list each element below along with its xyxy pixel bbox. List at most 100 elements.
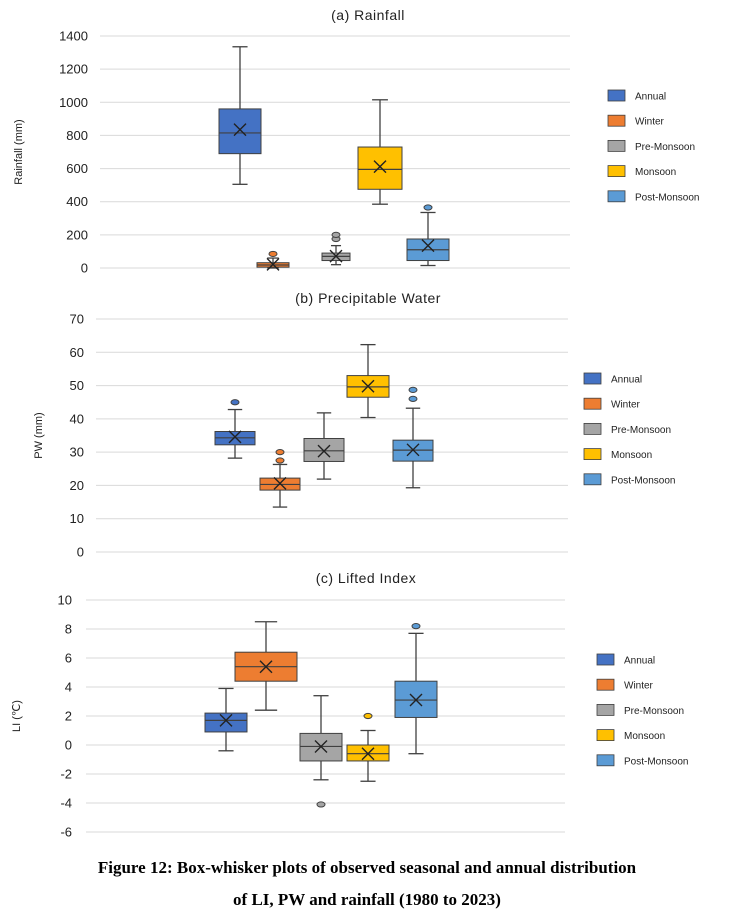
box-iqr bbox=[299, 732, 343, 762]
y-tick-label: -6 bbox=[60, 825, 72, 840]
box-annual bbox=[214, 399, 256, 459]
box-iqr bbox=[204, 712, 248, 733]
outlier-point bbox=[423, 204, 433, 211]
outlier-point bbox=[316, 801, 326, 808]
mean-marker bbox=[421, 239, 435, 253]
y-tick-label: 0 bbox=[65, 738, 72, 753]
y-axis-label: PW (mm) bbox=[33, 412, 45, 458]
mean-marker bbox=[228, 430, 242, 444]
y-tick-label: 4 bbox=[65, 680, 72, 695]
y-tick-label: 800 bbox=[66, 128, 88, 143]
mean-marker bbox=[273, 476, 287, 490]
y-tick-label: 1400 bbox=[59, 29, 88, 44]
box-pre-monsoon bbox=[299, 695, 343, 808]
y-tick-label: 40 bbox=[70, 411, 84, 426]
y-tick-label: 30 bbox=[70, 445, 84, 460]
y-tick-label: 0 bbox=[81, 261, 88, 276]
mean-marker bbox=[329, 249, 343, 263]
mean-marker bbox=[259, 660, 273, 674]
y-tick-label: -4 bbox=[60, 796, 72, 811]
legend-label: Winter bbox=[635, 117, 665, 128]
mean-marker bbox=[266, 257, 280, 271]
legend-label: Post-Monsoon bbox=[624, 756, 688, 767]
y-tick-label: 600 bbox=[66, 161, 88, 176]
legend-label: Winter bbox=[624, 681, 654, 692]
y-tick-label: 1000 bbox=[59, 95, 88, 110]
chart-title: (a) Rainfall bbox=[331, 7, 405, 23]
legend-label: Post-Monsoon bbox=[635, 192, 699, 203]
chart-panel-2: (b) Precipitable Water 0 10 20 30 40 50 60 70 PW … bbox=[33, 290, 675, 560]
y-tick-label: 200 bbox=[66, 227, 88, 242]
legend-swatch bbox=[607, 139, 626, 152]
box-pre-monsoon bbox=[303, 412, 345, 480]
y-tick-label: 60 bbox=[70, 345, 84, 360]
outlier-point bbox=[411, 623, 421, 630]
mean-marker bbox=[314, 739, 328, 753]
legend-label: Pre-Monsoon bbox=[635, 142, 695, 153]
y-tick-label: 50 bbox=[70, 378, 84, 393]
mean-marker bbox=[361, 747, 375, 761]
legend-swatch bbox=[607, 190, 626, 203]
y-tick-label: 2 bbox=[65, 709, 72, 724]
y-tick-label: 0 bbox=[77, 545, 84, 560]
legend-swatch bbox=[583, 372, 602, 385]
legend-label: Monsoon bbox=[624, 731, 665, 742]
box-post-monsoon bbox=[394, 623, 438, 755]
legend-swatch bbox=[583, 422, 602, 435]
y-tick-label: 10 bbox=[58, 593, 72, 608]
legend-label: Annual bbox=[611, 375, 642, 386]
legend-label: Monsoon bbox=[611, 450, 652, 461]
legend-swatch bbox=[583, 448, 602, 461]
legend-label: Annual bbox=[624, 656, 655, 667]
legend-label: Pre-Monsoon bbox=[624, 706, 684, 717]
outlier-point bbox=[331, 231, 341, 238]
box-post-monsoon bbox=[392, 386, 434, 489]
mean-marker bbox=[406, 443, 420, 457]
legend-label: Annual bbox=[635, 92, 666, 103]
legend-swatch bbox=[607, 89, 626, 102]
legend-label: Post-Monsoon bbox=[611, 475, 675, 486]
chart-panel-3: (c) Lifted Index -6 -4 -2 0 2 4 6 8 10 LI (℃) Annua… bbox=[11, 570, 688, 840]
legend-swatch bbox=[583, 473, 602, 486]
y-tick-label: -2 bbox=[60, 767, 72, 782]
legend-swatch bbox=[596, 754, 615, 767]
y-tick-label: 70 bbox=[70, 312, 84, 327]
box-annual bbox=[218, 46, 262, 185]
legend-swatch bbox=[596, 729, 615, 741]
legend-swatch bbox=[607, 165, 626, 178]
y-axis-label: Rainfall (mm) bbox=[13, 119, 25, 184]
y-tick-label: 6 bbox=[65, 651, 72, 666]
chart-panel-1: (a) Rainfall 0 200 400 600 800 1000 1200 1400 Rai… bbox=[13, 7, 699, 276]
legend-label: Winter bbox=[611, 400, 641, 411]
mean-marker bbox=[409, 693, 423, 707]
chart-title: (c) Lifted Index bbox=[316, 570, 417, 586]
box-iqr bbox=[303, 437, 345, 462]
box-iqr bbox=[357, 146, 403, 190]
legend-label: Monsoon bbox=[635, 167, 676, 178]
legend-swatch bbox=[596, 678, 615, 691]
box-monsoon bbox=[346, 712, 390, 782]
figure-caption-line-2: of LI, PW and rainfall (1980 to 2023) bbox=[233, 890, 501, 909]
box-winter bbox=[256, 250, 290, 271]
legend-swatch bbox=[596, 653, 615, 666]
box-iqr bbox=[218, 108, 262, 155]
legend-swatch bbox=[607, 114, 626, 127]
y-axis-label: LI (℃) bbox=[11, 700, 23, 732]
outlier-point bbox=[275, 457, 285, 464]
outlier-point bbox=[230, 399, 240, 406]
outlier-point bbox=[275, 449, 285, 456]
outlier-point bbox=[408, 386, 418, 393]
box-post-monsoon bbox=[406, 204, 450, 267]
box-monsoon bbox=[346, 343, 390, 419]
legend-swatch bbox=[596, 704, 615, 716]
mean-marker bbox=[317, 444, 331, 458]
legend-swatch bbox=[583, 397, 602, 410]
box-monsoon bbox=[357, 99, 403, 205]
outlier-point bbox=[363, 712, 373, 720]
y-tick-label: 400 bbox=[66, 194, 88, 209]
box-winter bbox=[234, 621, 298, 711]
mean-marker bbox=[233, 123, 247, 137]
mean-marker bbox=[361, 379, 375, 393]
figure-caption-line-1: Figure 12: Box-whisker plots of observed… bbox=[97, 858, 637, 877]
